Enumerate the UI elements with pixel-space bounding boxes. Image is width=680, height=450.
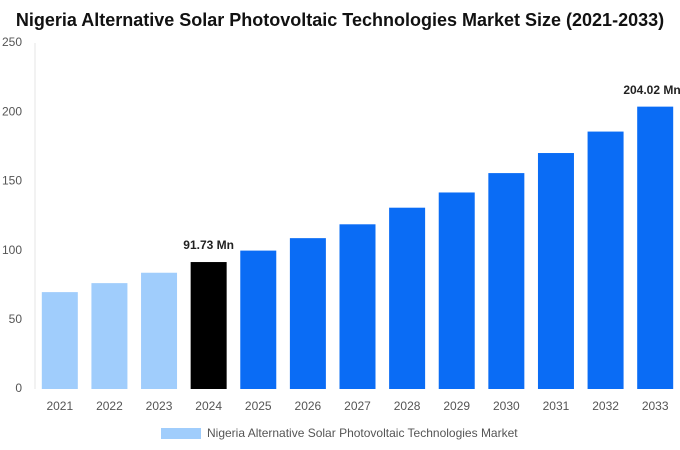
bar [141,272,178,389]
x-tick-label: 2033 [642,399,669,413]
bar [289,238,326,389]
bar [537,153,574,389]
value-label: 91.73 Mn [183,238,234,252]
bar [587,131,624,390]
x-tick-label: 2032 [592,399,619,413]
x-tick-label: 2024 [195,399,222,413]
bar [438,192,475,389]
x-tick-label: 2030 [493,399,520,413]
x-tick-label: 2021 [46,399,73,413]
x-tick-label: 2029 [443,399,470,413]
y-tick-label: 50 [9,312,23,326]
y-tick-label: 200 [2,104,22,118]
x-tick-label: 2023 [146,399,173,413]
bar [91,283,128,389]
bar [637,106,674,389]
x-tick-label: 2031 [543,399,570,413]
bar [240,250,277,389]
bar [190,262,227,389]
legend-swatch [161,428,201,439]
x-tick-label: 2027 [344,399,371,413]
value-label: 204.02 Mn [623,83,680,97]
x-tick-label: 2026 [295,399,322,413]
x-tick-label: 2025 [245,399,272,413]
bar [339,224,376,389]
y-tick-label: 150 [2,174,22,188]
bar [488,173,525,389]
x-tick-label: 2028 [394,399,421,413]
y-tick-label: 100 [2,243,22,257]
y-tick-label: 0 [15,381,22,395]
bar [389,207,426,389]
y-tick-label: 250 [2,35,22,49]
bar [41,292,78,389]
x-tick-label: 2022 [96,399,123,413]
legend-label: Nigeria Alternative Solar Photovoltaic T… [207,426,518,440]
chart-title: Nigeria Alternative Solar Photovoltaic T… [16,10,664,30]
